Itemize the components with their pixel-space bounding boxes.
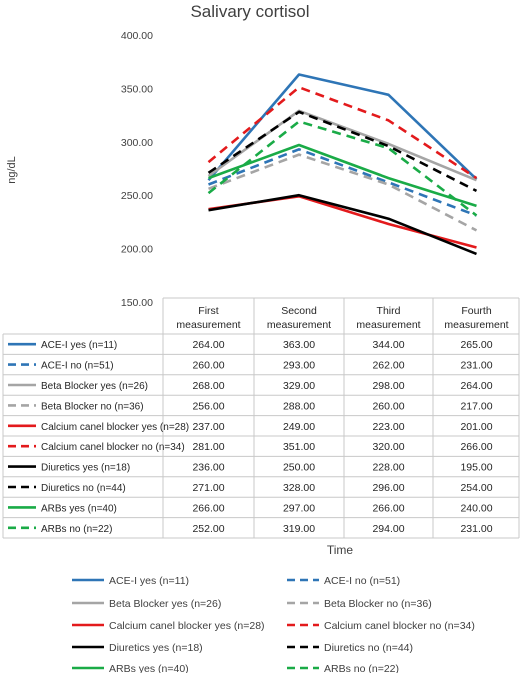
data-label: 264.00 bbox=[460, 380, 492, 392]
data-label: 252.00 bbox=[192, 523, 224, 535]
series-line-1 bbox=[207, 73, 478, 182]
legend-label: Diuretics yes (n=18) bbox=[109, 642, 203, 654]
data-label: 231.00 bbox=[460, 360, 492, 372]
table-row-label: Calcium canel blocker yes (n=28) bbox=[41, 422, 189, 433]
data-label: 237.00 bbox=[192, 421, 224, 433]
data-label: 228.00 bbox=[372, 462, 404, 474]
legend-label: Beta Blocker yes (n=26) bbox=[109, 598, 221, 610]
data-label: 288.00 bbox=[283, 400, 315, 412]
data-label: 266.00 bbox=[192, 502, 224, 514]
x-tick-label: Fourth bbox=[461, 305, 492, 317]
series-line-8 bbox=[207, 110, 478, 193]
data-label: 260.00 bbox=[372, 400, 404, 412]
data-label: 298.00 bbox=[372, 380, 404, 392]
legend: ACE-I yes (n=11) ACE-I no (n=51) Beta Bloc… bbox=[72, 575, 475, 673]
table-row-label: ACE-I no (n=51) bbox=[41, 361, 114, 372]
legend-label: Diuretics no (n=44) bbox=[324, 642, 413, 654]
data-label: 262.00 bbox=[372, 360, 404, 372]
data-label: 195.00 bbox=[460, 462, 492, 474]
data-label: 319.00 bbox=[283, 523, 315, 535]
data-label: 231.00 bbox=[460, 523, 492, 535]
y-tick-label: 350.00 bbox=[121, 83, 153, 95]
y-axis-ticks: 400.00 350.00 300.00 250.00 200.00 150.00 bbox=[121, 30, 153, 309]
y-axis-label: ng/dL bbox=[6, 156, 18, 184]
data-label: 328.00 bbox=[283, 482, 315, 494]
table-row-label: ARBs no (n=22) bbox=[41, 524, 112, 535]
legend-label: ACE-I no (n=51) bbox=[324, 575, 400, 587]
x-axis-label: Time bbox=[327, 543, 354, 557]
data-label: 217.00 bbox=[460, 400, 492, 412]
data-label: 296.00 bbox=[372, 482, 404, 494]
data-label: 249.00 bbox=[283, 421, 315, 433]
x-tick-label: measurement bbox=[356, 319, 420, 331]
data-label: 320.00 bbox=[372, 441, 404, 453]
x-tick-label: measurement bbox=[267, 319, 331, 331]
y-tick-label: 250.00 bbox=[121, 190, 153, 202]
legend-label: ARBs yes (n=40) bbox=[109, 663, 189, 673]
x-tick-label: measurement bbox=[176, 319, 240, 331]
data-label: 265.00 bbox=[460, 339, 492, 351]
series-line-6 bbox=[207, 86, 478, 180]
data-label: 264.00 bbox=[192, 339, 224, 351]
series-line-7 bbox=[208, 193, 477, 256]
data-label: 363.00 bbox=[283, 339, 315, 351]
table-row-label: ACE-I yes (n=11) bbox=[41, 340, 117, 351]
data-label: 271.00 bbox=[192, 482, 224, 494]
data-label: 266.00 bbox=[460, 441, 492, 453]
data-label: 266.00 bbox=[372, 502, 404, 514]
x-tick-label: First bbox=[198, 305, 218, 317]
data-table: First measurement Second measurement Third me… bbox=[2, 297, 520, 539]
plot-lines bbox=[207, 73, 478, 256]
data-label: 254.00 bbox=[460, 482, 492, 494]
table-row-label: Calcium canel blocker no (n=34) bbox=[41, 442, 185, 453]
data-label: 297.00 bbox=[283, 502, 315, 514]
legend-label: ACE-I yes (n=11) bbox=[109, 575, 189, 587]
data-label: 294.00 bbox=[372, 523, 404, 535]
data-label: 240.00 bbox=[460, 502, 492, 514]
data-label: 281.00 bbox=[192, 441, 224, 453]
data-label: 329.00 bbox=[283, 380, 315, 392]
table-row-label: Diuretics no (n=44) bbox=[41, 483, 126, 494]
table-row-label: Beta Blocker no (n=36) bbox=[41, 401, 144, 412]
table-row-label: ARBs yes (n=40) bbox=[41, 503, 117, 514]
x-tick-label: measurement bbox=[444, 319, 508, 331]
legend-label: Calcium canel blocker no (n=34) bbox=[324, 620, 475, 632]
table-row-label: Diuretics yes (n=18) bbox=[41, 463, 130, 474]
legend-label: Beta Blocker no (n=36) bbox=[324, 598, 432, 610]
x-tick-label: Third bbox=[377, 305, 401, 317]
data-label: 260.00 bbox=[192, 360, 224, 372]
data-label: 293.00 bbox=[283, 360, 315, 372]
data-label: 268.00 bbox=[192, 380, 224, 392]
series-line-4 bbox=[208, 153, 478, 232]
legend-label: Calcium canel blocker yes (n=28) bbox=[109, 620, 265, 632]
legend-label: ARBs no (n=22) bbox=[324, 663, 399, 673]
y-tick-label: 300.00 bbox=[121, 137, 153, 149]
table-row-label: Beta Blocker yes (n=26) bbox=[41, 381, 148, 392]
data-label: 223.00 bbox=[372, 421, 404, 433]
y-tick-label: 150.00 bbox=[121, 297, 153, 309]
data-label: 236.00 bbox=[192, 462, 224, 474]
series-line-2 bbox=[208, 148, 477, 217]
data-label: 201.00 bbox=[460, 421, 492, 433]
data-label: 256.00 bbox=[192, 400, 224, 412]
y-tick-label: 200.00 bbox=[121, 244, 153, 256]
series-line-9 bbox=[208, 143, 477, 208]
x-tick-label: Second bbox=[281, 305, 317, 317]
chart-title: Salivary cortisol bbox=[190, 2, 309, 21]
y-tick-label: 400.00 bbox=[121, 30, 153, 42]
data-label: 351.00 bbox=[283, 441, 315, 453]
data-label: 250.00 bbox=[283, 462, 315, 474]
data-label: 344.00 bbox=[372, 339, 404, 351]
